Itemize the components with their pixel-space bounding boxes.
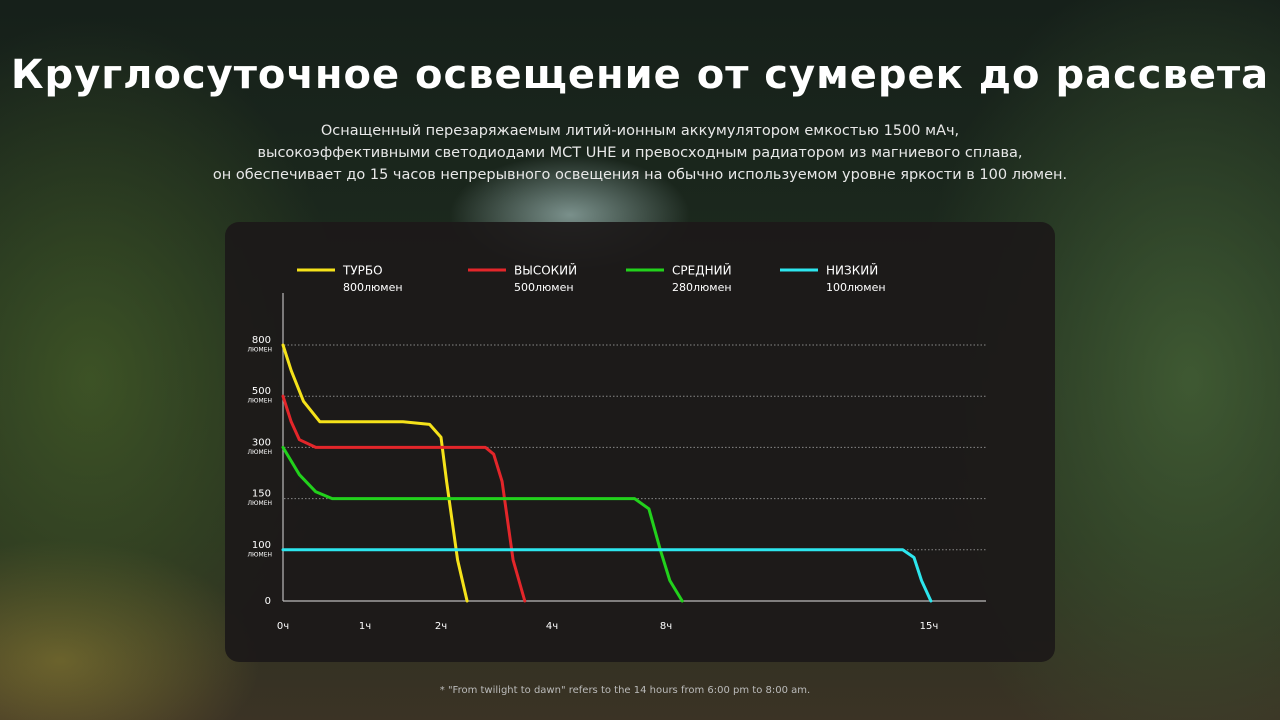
- series-line: [281, 394, 527, 603]
- subtitle: Оснащенный перезаряжаемым литий-ионным а…: [0, 120, 1280, 186]
- subtitle-line: Оснащенный перезаряжаемым литий-ионным а…: [320, 123, 960, 139]
- y-tick-label: 100: [252, 540, 271, 551]
- series-line: [281, 445, 684, 603]
- legend-label: ВЫСОКИЙ: [514, 263, 577, 278]
- footnote: * "From twilight to dawn" refers to the …: [439, 685, 811, 696]
- title: Круглосуточное освещение от сумерек до р…: [10, 52, 1270, 98]
- x-tick-label: 4ч: [546, 621, 558, 632]
- y-tick-label: 150: [252, 489, 271, 500]
- x-tick-label: 8ч: [660, 621, 672, 632]
- y-tick-unit: ЛЮМЕН: [248, 449, 272, 456]
- y-tick-label: 500: [252, 386, 271, 397]
- legend-label: СРЕДНИЙ: [672, 263, 732, 278]
- chart-panel: [225, 222, 1055, 662]
- y-tick-unit: ЛЮМЕН: [248, 398, 272, 405]
- subtitle-line: он обеспечивает до 15 часов непрерывного…: [212, 167, 1068, 183]
- legend-label: ТУРБО: [342, 264, 383, 278]
- series-line: [281, 548, 933, 603]
- x-tick-label: 15ч: [920, 621, 939, 632]
- legend-sublabel: 500люмен: [514, 281, 574, 294]
- y-tick-unit: ЛЮМЕН: [248, 347, 272, 354]
- x-tick-label: 0ч: [277, 621, 289, 632]
- legend-sublabel: 280люмен: [672, 281, 732, 294]
- y-tick-unit: ЛЮМЕН: [248, 551, 272, 558]
- y-tick-unit: ЛЮМЕН: [248, 500, 272, 507]
- x-tick-label: 2ч: [435, 621, 447, 632]
- legend-label: НИЗКИЙ: [826, 263, 878, 278]
- legend-sublabel: 100люмен: [826, 281, 886, 294]
- x-tick-label: 1ч: [359, 621, 371, 632]
- subtitle-line: высокоэффективными светодиодами MCT UHE …: [257, 145, 1023, 161]
- legend-sublabel: 800люмен: [343, 281, 403, 294]
- y-tick-label: 0: [265, 596, 271, 607]
- y-tick-label: 800: [252, 335, 271, 346]
- y-tick-label: 300: [252, 437, 271, 448]
- series-line: [281, 343, 469, 603]
